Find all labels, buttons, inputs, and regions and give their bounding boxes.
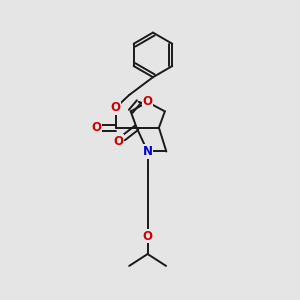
Text: O: O [114,135,124,148]
Text: N: N [142,145,153,158]
Text: O: O [142,95,153,108]
Text: O: O [142,230,153,243]
Text: O: O [111,101,121,114]
Text: O: O [92,121,101,134]
